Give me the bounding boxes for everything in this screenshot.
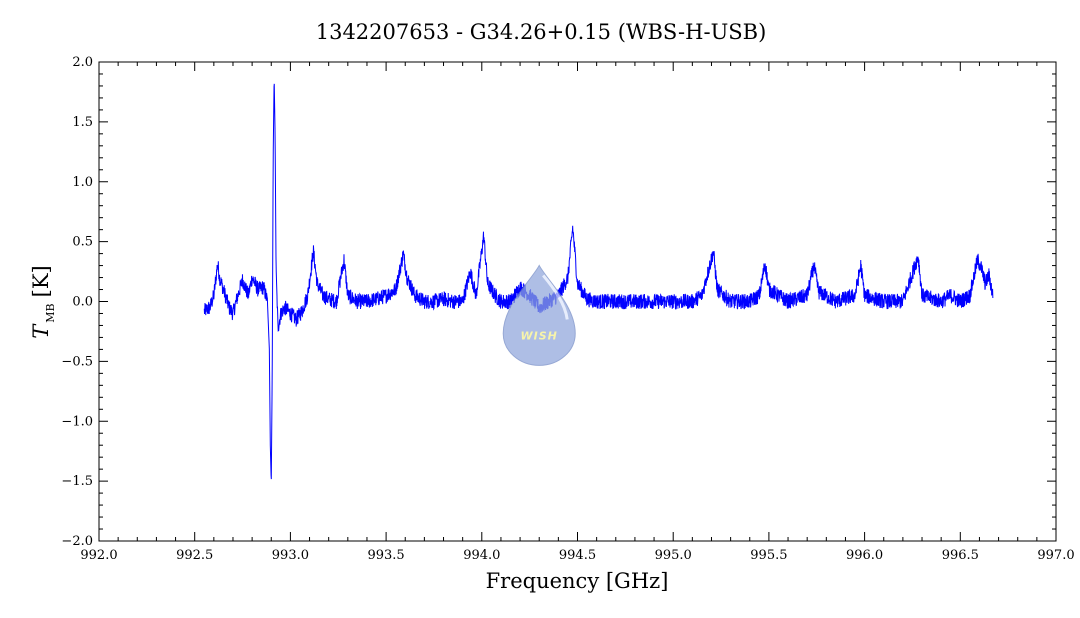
- y-axis-label-subscript: MB: [44, 303, 57, 322]
- droplet-icon: [502, 264, 576, 366]
- y-tick-label: 0.0: [72, 295, 93, 310]
- x-tick-label: 994.0: [463, 548, 500, 563]
- spectrum-line: [203, 83, 994, 480]
- y-axis-label: TMB [K]: [29, 265, 57, 338]
- x-tick-label: 992.5: [176, 548, 213, 563]
- watermark-text: WISH: [521, 329, 558, 342]
- x-tick-label: 993.5: [367, 548, 404, 563]
- y-tick-label: −1.5: [61, 474, 93, 489]
- y-tick-label: 1.0: [72, 175, 93, 190]
- x-tick-labels: 992.0 992.5 993.0 993.5 994.0 994.5 995.0 995.5…: [80, 548, 1074, 563]
- x-tick-label: 995.0: [655, 548, 692, 563]
- wish-logo-watermark: WISH: [502, 264, 576, 366]
- x-axis-label: Frequency [GHz]: [486, 569, 669, 593]
- y-tick-label: 1.5: [72, 115, 93, 130]
- y-tick-label: 2.0: [72, 55, 93, 70]
- x-tick-label: 992.0: [80, 548, 117, 563]
- x-tick-label: 996.0: [846, 548, 883, 563]
- x-tick-label: 996.5: [942, 548, 979, 563]
- axis-ticks: [98, 61, 1057, 542]
- droplet-highlight: [542, 274, 569, 320]
- x-tick-label: 993.0: [272, 548, 309, 563]
- y-tick-label: −1.0: [61, 414, 93, 429]
- y-tick-label: 0.5: [72, 235, 93, 250]
- y-axis-label-unit: [K]: [29, 265, 53, 297]
- plot-frame: [98, 61, 1057, 542]
- svg-text:TMB[K]: TMB [K]: [29, 265, 57, 338]
- x-tick-label: 995.5: [750, 548, 787, 563]
- y-tick-labels: −2.0 −1.5 −1.0 −0.5 0.0 0.5 1.0 1.5 2.0: [61, 55, 93, 549]
- y-axis-label-symbol: T: [29, 323, 53, 339]
- y-tick-label: −2.0: [61, 534, 93, 549]
- y-tick-label: −0.5: [61, 354, 93, 369]
- chart-title: 1342207653 - G34.26+0.15 (WBS-H-USB): [316, 20, 767, 44]
- x-tick-label: 997.0: [1037, 548, 1074, 563]
- x-tick-label: 994.5: [559, 548, 596, 563]
